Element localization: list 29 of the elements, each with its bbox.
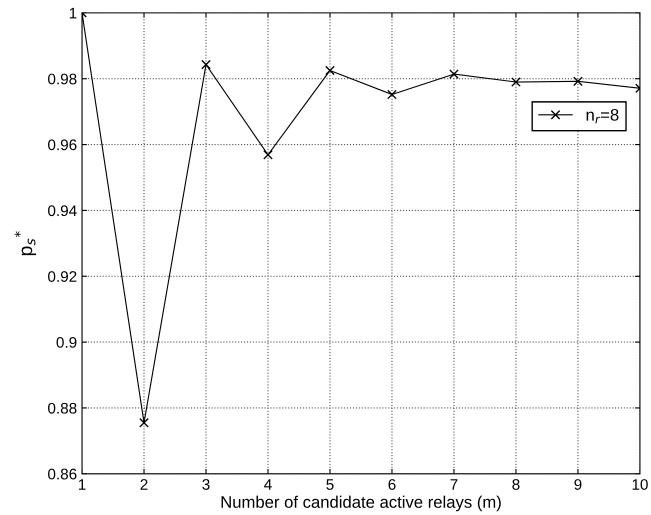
x-tick-label: 10 — [632, 479, 648, 490]
x-tick-label: 9 — [574, 479, 582, 490]
y-axis-title: p$_{s}$$^{*}$ — [14, 231, 36, 256]
y-tick-label: 0.98 — [48, 74, 77, 84]
y-tick-label: 0.88 — [48, 402, 77, 414]
x-tick-label: 3 — [202, 479, 210, 490]
x-tick-label: 8 — [512, 479, 520, 490]
y-tick-label: 1 — [70, 8, 76, 18]
x-axis-title: Number of candidate active relays (m) — [222, 496, 501, 512]
point — [387, 90, 397, 100]
legend-label: n$_{r}$=8 — [586, 108, 618, 124]
point — [511, 77, 521, 87]
x-tick-label: 7 — [450, 479, 458, 490]
y-tick-label: 0.94 — [48, 205, 77, 216]
point — [573, 76, 583, 86]
y-tick-label: 0.96 — [48, 139, 76, 150]
y-tick-label: 0.86 — [48, 468, 76, 480]
point — [139, 418, 149, 428]
x-tick-label: 4 — [264, 479, 272, 490]
y-tick-label: 0.9 — [56, 336, 76, 348]
point — [325, 66, 335, 76]
point — [263, 150, 273, 160]
point — [449, 69, 459, 79]
point — [201, 60, 211, 70]
y-tick-label: 0.92 — [48, 271, 76, 282]
x-tick-label: 5 — [326, 479, 334, 490]
x-tick-label: 2 — [140, 479, 148, 490]
x-tick-label: 6 — [388, 479, 396, 490]
x-tick-label: 1 — [78, 479, 86, 490]
